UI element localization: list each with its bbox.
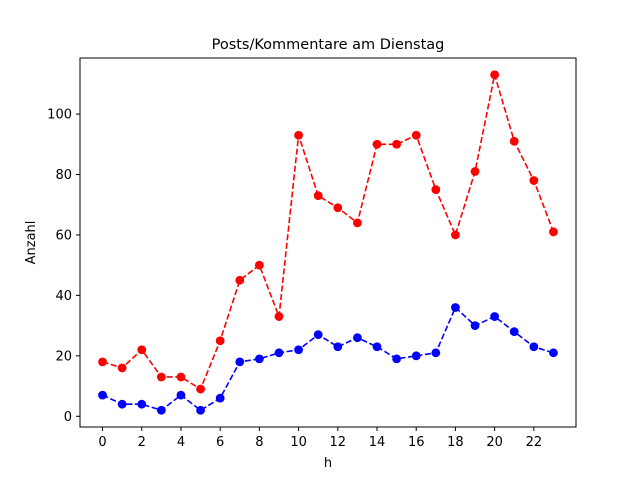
x-tick-label: 6 (216, 435, 224, 450)
series-1-point (254, 354, 264, 364)
series-0-point (392, 139, 402, 149)
series-1-point (333, 342, 343, 352)
x-tick-label: 14 (369, 435, 386, 450)
series-0-point (117, 363, 127, 373)
series-1-point (235, 357, 245, 367)
series-0-point (156, 372, 166, 382)
series-1-point (313, 330, 323, 340)
series-1-point (490, 312, 500, 321)
series-1-point (549, 348, 558, 358)
x-tick-label: 12 (330, 435, 347, 450)
series-0-point (137, 345, 147, 355)
x-tick-label: 22 (526, 435, 543, 450)
y-axis-label: Anzahl (24, 221, 39, 265)
x-tick-label: 16 (408, 435, 425, 450)
plot-area-frame (79, 57, 577, 428)
y-tick-label: 40 (55, 289, 72, 304)
series-0-point (509, 136, 519, 146)
series-1-point (98, 390, 107, 400)
y-tick-label: 20 (55, 349, 72, 364)
series-0-point (451, 230, 460, 240)
series-0-point (215, 336, 225, 346)
series-0-point (549, 227, 558, 237)
series-0-point (529, 176, 539, 185)
series-1-point (372, 342, 382, 352)
series-1-point (294, 345, 303, 355)
series-1-point (392, 354, 402, 364)
series-0-point (470, 167, 480, 176)
x-tick-label: 20 (486, 435, 503, 450)
series-0-point (294, 130, 303, 140)
series-0-point (313, 191, 323, 201)
series-0-point (196, 384, 205, 394)
series-1-point (117, 399, 127, 409)
x-tick-label: 4 (177, 435, 185, 450)
series-1-point (215, 393, 225, 403)
series-1-point (176, 390, 186, 400)
x-tick-label: 0 (98, 435, 106, 450)
series-0-point (333, 203, 343, 213)
series-0-point (431, 185, 441, 195)
x-tick-label: 8 (255, 435, 263, 450)
series-0-point (254, 260, 264, 270)
series-0-point (98, 357, 107, 367)
series-0-point (176, 372, 186, 382)
series-0-point (235, 275, 245, 285)
series-0-point (274, 312, 284, 321)
series-1-point (529, 342, 539, 352)
series-0-point (372, 139, 382, 149)
y-tick-label: 100 (47, 108, 72, 123)
y-tick-label: 0 (64, 410, 72, 425)
series-1-point (274, 348, 284, 358)
x-tick-label: 10 (290, 435, 307, 450)
series-1-point (411, 351, 421, 361)
x-tick-label: 2 (138, 435, 146, 450)
series-1-point (509, 327, 519, 337)
series-0-point (490, 70, 500, 80)
x-tick-label: 18 (447, 435, 464, 450)
chart-title: Posts/Kommentare am Dienstag (212, 37, 445, 53)
series-1-point (196, 405, 205, 415)
y-tick-label: 80 (55, 168, 72, 183)
series-1-point (431, 348, 441, 358)
series-1-point (353, 333, 362, 343)
series-1-point (156, 405, 166, 415)
y-tick-label: 60 (55, 228, 72, 243)
series-0-point (353, 218, 362, 228)
series-0-point (411, 130, 421, 140)
x-axis-label: h (324, 456, 332, 471)
series-1-point (470, 321, 480, 331)
series-1-point (451, 303, 460, 312)
series-1-point (137, 399, 147, 409)
